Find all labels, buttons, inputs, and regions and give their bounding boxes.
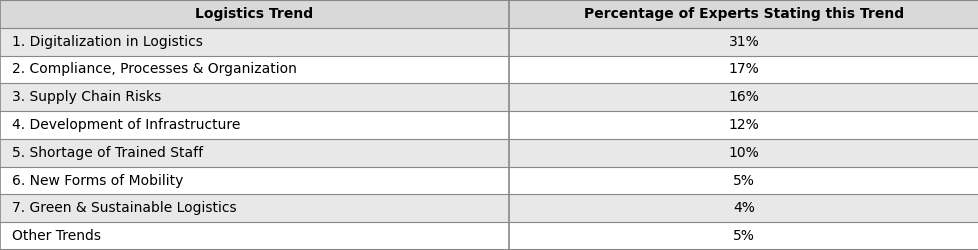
Text: 16%: 16%	[728, 90, 759, 104]
Text: 31%: 31%	[728, 35, 759, 49]
Text: 12%: 12%	[728, 118, 759, 132]
FancyBboxPatch shape	[0, 56, 509, 83]
FancyBboxPatch shape	[0, 83, 509, 111]
FancyBboxPatch shape	[0, 222, 509, 250]
Text: 1. Digitalization in Logistics: 1. Digitalization in Logistics	[12, 35, 202, 49]
Text: Percentage of Experts Stating this Trend: Percentage of Experts Stating this Trend	[584, 7, 903, 21]
Text: 7. Green & Sustainable Logistics: 7. Green & Sustainable Logistics	[12, 201, 236, 215]
Text: 5%: 5%	[733, 174, 754, 188]
FancyBboxPatch shape	[0, 0, 509, 28]
Text: 2. Compliance, Processes & Organization: 2. Compliance, Processes & Organization	[12, 62, 296, 76]
Text: 17%: 17%	[728, 62, 759, 76]
Text: 3. Supply Chain Risks: 3. Supply Chain Risks	[12, 90, 160, 104]
FancyBboxPatch shape	[509, 194, 978, 222]
FancyBboxPatch shape	[0, 139, 509, 167]
FancyBboxPatch shape	[509, 139, 978, 167]
FancyBboxPatch shape	[509, 111, 978, 139]
Text: 5. Shortage of Trained Staff: 5. Shortage of Trained Staff	[12, 146, 202, 160]
FancyBboxPatch shape	[0, 111, 509, 139]
Text: 4. Development of Infrastructure: 4. Development of Infrastructure	[12, 118, 240, 132]
Text: 6. New Forms of Mobility: 6. New Forms of Mobility	[12, 174, 183, 188]
Text: 5%: 5%	[733, 229, 754, 243]
FancyBboxPatch shape	[0, 194, 509, 222]
FancyBboxPatch shape	[509, 222, 978, 250]
FancyBboxPatch shape	[509, 28, 978, 56]
Text: Other Trends: Other Trends	[12, 229, 101, 243]
FancyBboxPatch shape	[0, 167, 509, 194]
Text: Logistics Trend: Logistics Trend	[196, 7, 313, 21]
Text: 10%: 10%	[728, 146, 759, 160]
FancyBboxPatch shape	[509, 56, 978, 83]
FancyBboxPatch shape	[509, 167, 978, 194]
FancyBboxPatch shape	[509, 0, 978, 28]
FancyBboxPatch shape	[509, 83, 978, 111]
Text: 4%: 4%	[733, 201, 754, 215]
FancyBboxPatch shape	[0, 28, 509, 56]
